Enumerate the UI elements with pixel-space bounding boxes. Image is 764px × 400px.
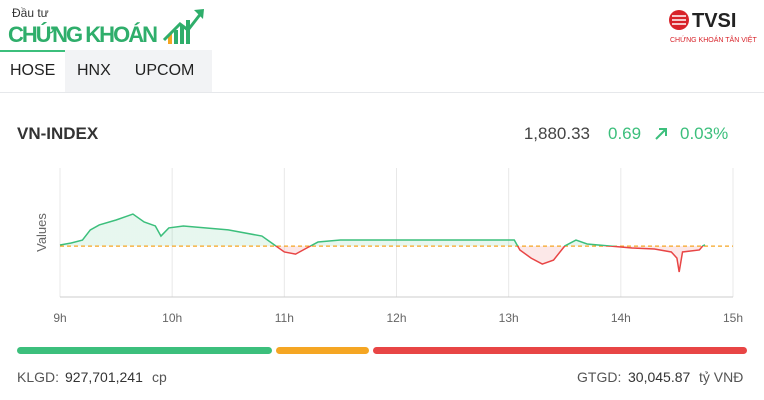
up-arrow-icon <box>655 128 667 140</box>
breadth-segment <box>276 347 370 354</box>
x-tick-label: 15h <box>723 311 743 325</box>
separator <box>0 92 764 93</box>
x-tick-label: 9h <box>53 311 66 325</box>
brand-name: TVSI <box>692 10 736 32</box>
x-tick-label: 14h <box>611 311 631 325</box>
chart: 9h 10h 11h 12h 13h 14h 15h Values <box>34 168 743 325</box>
breadth-segment <box>17 347 273 354</box>
volume: 927,701,241 <box>65 369 143 385</box>
tab[interactable]: HNX <box>77 62 111 79</box>
x-tick-label: 12h <box>386 311 406 325</box>
y-axis-label: Values <box>34 213 49 252</box>
index-change: 0.69 <box>608 124 642 143</box>
tab[interactable]: HOSE <box>0 50 65 92</box>
volume-label: KLGD: <box>17 369 60 385</box>
value: 30,045.87 <box>628 369 691 385</box>
market-breadth <box>17 347 747 354</box>
volume-unit: cp <box>152 369 167 385</box>
logo-top: Đầu tư <box>12 6 49 20</box>
value-label: GTGD: <box>577 369 622 385</box>
line <box>59 213 706 273</box>
x-tick-label: 10h <box>162 311 182 325</box>
index-percent: 0.03% <box>680 124 729 143</box>
logo: Đầu tư CHỨNG KHOÁN <box>8 6 204 47</box>
logo-main: CHỨNG KHOÁN <box>8 22 158 47</box>
brand: TVSI CHỨNG KHOÁN TÂN VIỆT <box>669 10 757 44</box>
area <box>60 214 705 272</box>
tab[interactable]: UPCOM <box>134 62 195 79</box>
brand-tagline: CHỨNG KHOÁN TÂN VIỆT <box>670 35 757 44</box>
x-tick-label: 13h <box>499 311 519 325</box>
tab-bar: HOSE HNX UPCOM <box>0 50 212 92</box>
index-name: VN-INDEX <box>17 124 99 143</box>
value-unit: tỷ VNĐ <box>699 369 744 385</box>
breadth-segment <box>373 347 747 354</box>
index-value: 1,880.33 <box>523 124 590 143</box>
x-tick-label: 11h <box>275 311 294 325</box>
